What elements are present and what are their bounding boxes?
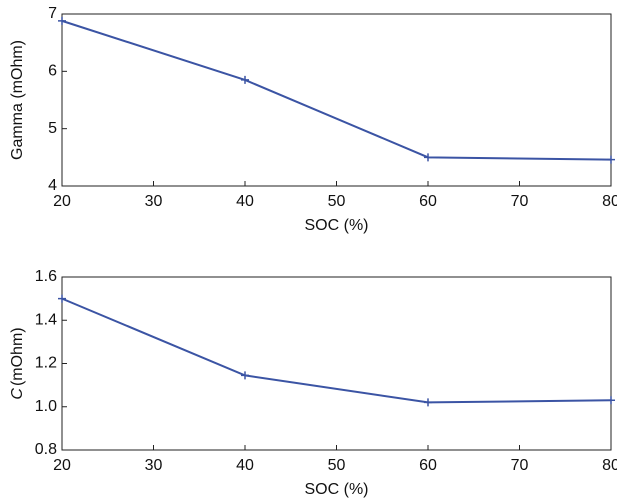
- x-tick-label: 80: [602, 193, 617, 210]
- x-axis-label: SOC (%): [305, 481, 369, 498]
- data-line: [61, 19, 612, 161]
- x-tick-label: 70: [511, 193, 529, 210]
- x-tick-label: 30: [145, 457, 163, 474]
- x-tick-label: 60: [419, 193, 437, 210]
- y-axis-unit: (mOhm): [9, 327, 26, 386]
- y-tick-label: 1.2: [35, 355, 57, 372]
- y-axis-symbol: C: [9, 388, 26, 400]
- x-axis-label: SOC (%): [305, 217, 369, 234]
- x-tick-label: 40: [236, 457, 254, 474]
- data-marker: [58, 294, 66, 303]
- data-marker: [607, 155, 615, 164]
- data-marker: [241, 371, 249, 380]
- x-tick-label: 50: [328, 193, 346, 210]
- x-tick-label: 20: [53, 457, 71, 474]
- y-axis-label: C (mOhm): [9, 327, 26, 399]
- data-marker: [58, 16, 66, 25]
- y-tick-label: 5: [48, 120, 57, 137]
- data-marker: [241, 75, 249, 84]
- y-tick-label: 1.0: [35, 398, 57, 415]
- y-tick-label: 0.8: [35, 441, 57, 458]
- data-marker: [424, 153, 432, 162]
- data-line: [61, 297, 612, 404]
- y-axis-label: Gamma (mOhm): [9, 40, 26, 160]
- x-tick-label: 20: [53, 193, 71, 210]
- x-tick-label: 30: [145, 193, 163, 210]
- x-tick-label: 40: [236, 193, 254, 210]
- data-marker: [607, 396, 615, 405]
- x-tick-label: 50: [328, 457, 346, 474]
- x-tick-label: 70: [511, 457, 529, 474]
- y-tick-label: 1.6: [35, 268, 57, 285]
- y-tick-label: 4: [48, 177, 57, 194]
- plot-frame: [61, 276, 612, 451]
- plot-frame: [61, 13, 612, 187]
- y-tick-label: 7: [48, 5, 57, 22]
- x-tick-label: 60: [419, 457, 437, 474]
- y-tick-label: 6: [48, 63, 57, 80]
- x-tick-label: 80: [602, 457, 617, 474]
- y-tick-label: 1.4: [35, 311, 57, 328]
- data-marker: [424, 398, 432, 407]
